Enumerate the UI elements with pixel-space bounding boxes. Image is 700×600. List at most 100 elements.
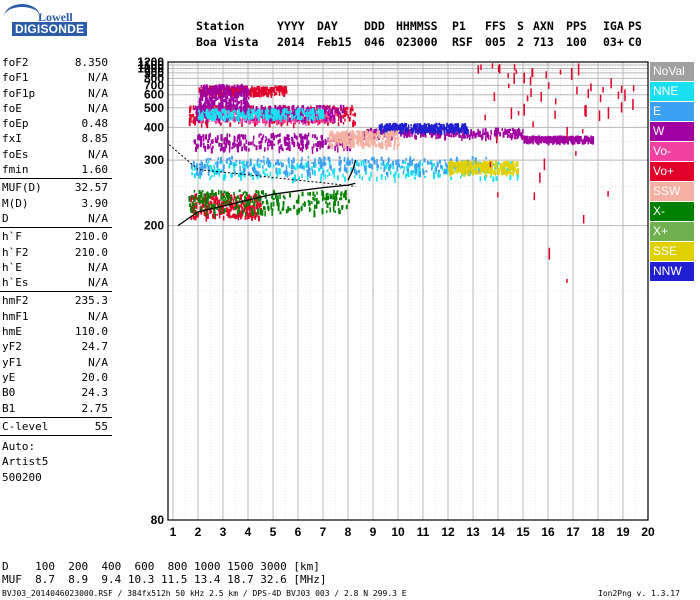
scatter-point (492, 170, 495, 175)
scatter-point (367, 143, 370, 148)
scatter-point (369, 131, 372, 138)
header-col-7-title: FFS (485, 19, 506, 33)
scatter-point (207, 113, 210, 120)
param-label: M(D) (2, 196, 29, 210)
scatter-point (570, 67, 573, 80)
scatter-point (219, 156, 222, 162)
scatter-point (320, 176, 322, 183)
scatter-point (200, 211, 203, 215)
scatter-point (319, 119, 322, 123)
scatter-point (216, 197, 219, 202)
scatter-point (271, 87, 274, 91)
scatter-point (293, 122, 295, 129)
scatter-point (201, 114, 204, 120)
param-label: h`E (2, 260, 22, 274)
scatter-point (278, 202, 280, 206)
scatter-point (539, 172, 541, 183)
scatter-point (495, 133, 498, 139)
scatter-point (296, 116, 299, 120)
scatter-point (384, 140, 386, 146)
scatter-point (273, 119, 276, 123)
scatter-point (376, 158, 378, 165)
scatter-point (462, 163, 465, 168)
scatter-point (275, 162, 278, 166)
scatter-point (287, 135, 290, 140)
scatter-point (558, 139, 560, 145)
scatter-point (200, 106, 203, 113)
scatter-point (285, 89, 288, 94)
scatter-point (461, 135, 463, 141)
scatter-point (311, 201, 313, 205)
scatter-point (242, 162, 244, 169)
scatter-point (265, 137, 268, 141)
scatter-point (406, 172, 409, 177)
scatter-point (348, 116, 351, 122)
scatter-point (197, 134, 200, 141)
scatter-point (390, 163, 392, 168)
param-label: fxI (2, 132, 22, 146)
scatter-point (277, 134, 280, 137)
scatter-point (274, 134, 276, 138)
scatter-point (240, 105, 242, 112)
scatter-point (242, 192, 245, 196)
scatter-point (387, 157, 390, 163)
scatter-point (307, 155, 310, 159)
scatter-point (257, 86, 260, 89)
scatter-point (300, 163, 303, 169)
scatter-point (212, 85, 214, 89)
scatter-point (386, 127, 389, 130)
scatter-point (212, 145, 214, 150)
scatter-point (224, 201, 227, 207)
scatter-point (386, 162, 389, 166)
scatter-point (354, 175, 356, 178)
scatter-point (450, 160, 453, 166)
scatter-point (245, 197, 248, 202)
scatter-point (227, 199, 229, 205)
scatter-point (273, 190, 276, 194)
scatter-point (413, 176, 416, 180)
scatter-point (216, 206, 219, 210)
scatter-point (308, 167, 311, 172)
scatter-point (351, 158, 354, 164)
scatter-point (314, 134, 317, 139)
scatter-point (367, 160, 370, 164)
scatter-point (507, 131, 509, 134)
header-col-6-value: RSF (452, 35, 473, 49)
scatter-point (495, 160, 498, 163)
scatter-point (620, 85, 623, 91)
scatter-point (282, 194, 285, 198)
scatter-point (421, 126, 424, 131)
scatter-point (249, 92, 252, 98)
scatter-point (475, 171, 478, 174)
scatter-point (341, 130, 344, 136)
scatter-point (584, 137, 586, 143)
scatter-point (501, 166, 504, 171)
scatter-point (293, 141, 296, 148)
scatter-point (516, 134, 518, 140)
scatter-point (271, 113, 273, 118)
scatter-point (428, 161, 431, 165)
scatter-point (374, 133, 377, 136)
scatter-point (207, 88, 210, 95)
scatter-point (575, 139, 577, 143)
scatter-point (494, 131, 497, 134)
scatter-point (235, 103, 238, 110)
scatter-point (265, 110, 267, 117)
scatter-point (218, 208, 221, 215)
scatter-point (209, 209, 212, 214)
scatter-point (189, 116, 192, 121)
scatter-point (292, 105, 295, 108)
scatter-point (452, 171, 454, 175)
scatter-point (241, 90, 244, 94)
scatter-point (211, 90, 214, 96)
scatter-point (607, 107, 610, 119)
scatter-point (515, 162, 517, 166)
scatter-point (530, 136, 533, 143)
scatter-point (260, 110, 263, 115)
scatter-point (309, 208, 312, 211)
scatter-point (482, 132, 485, 136)
scatter-point (240, 119, 243, 124)
scatter-point (446, 168, 449, 174)
scatter-point (498, 64, 501, 74)
